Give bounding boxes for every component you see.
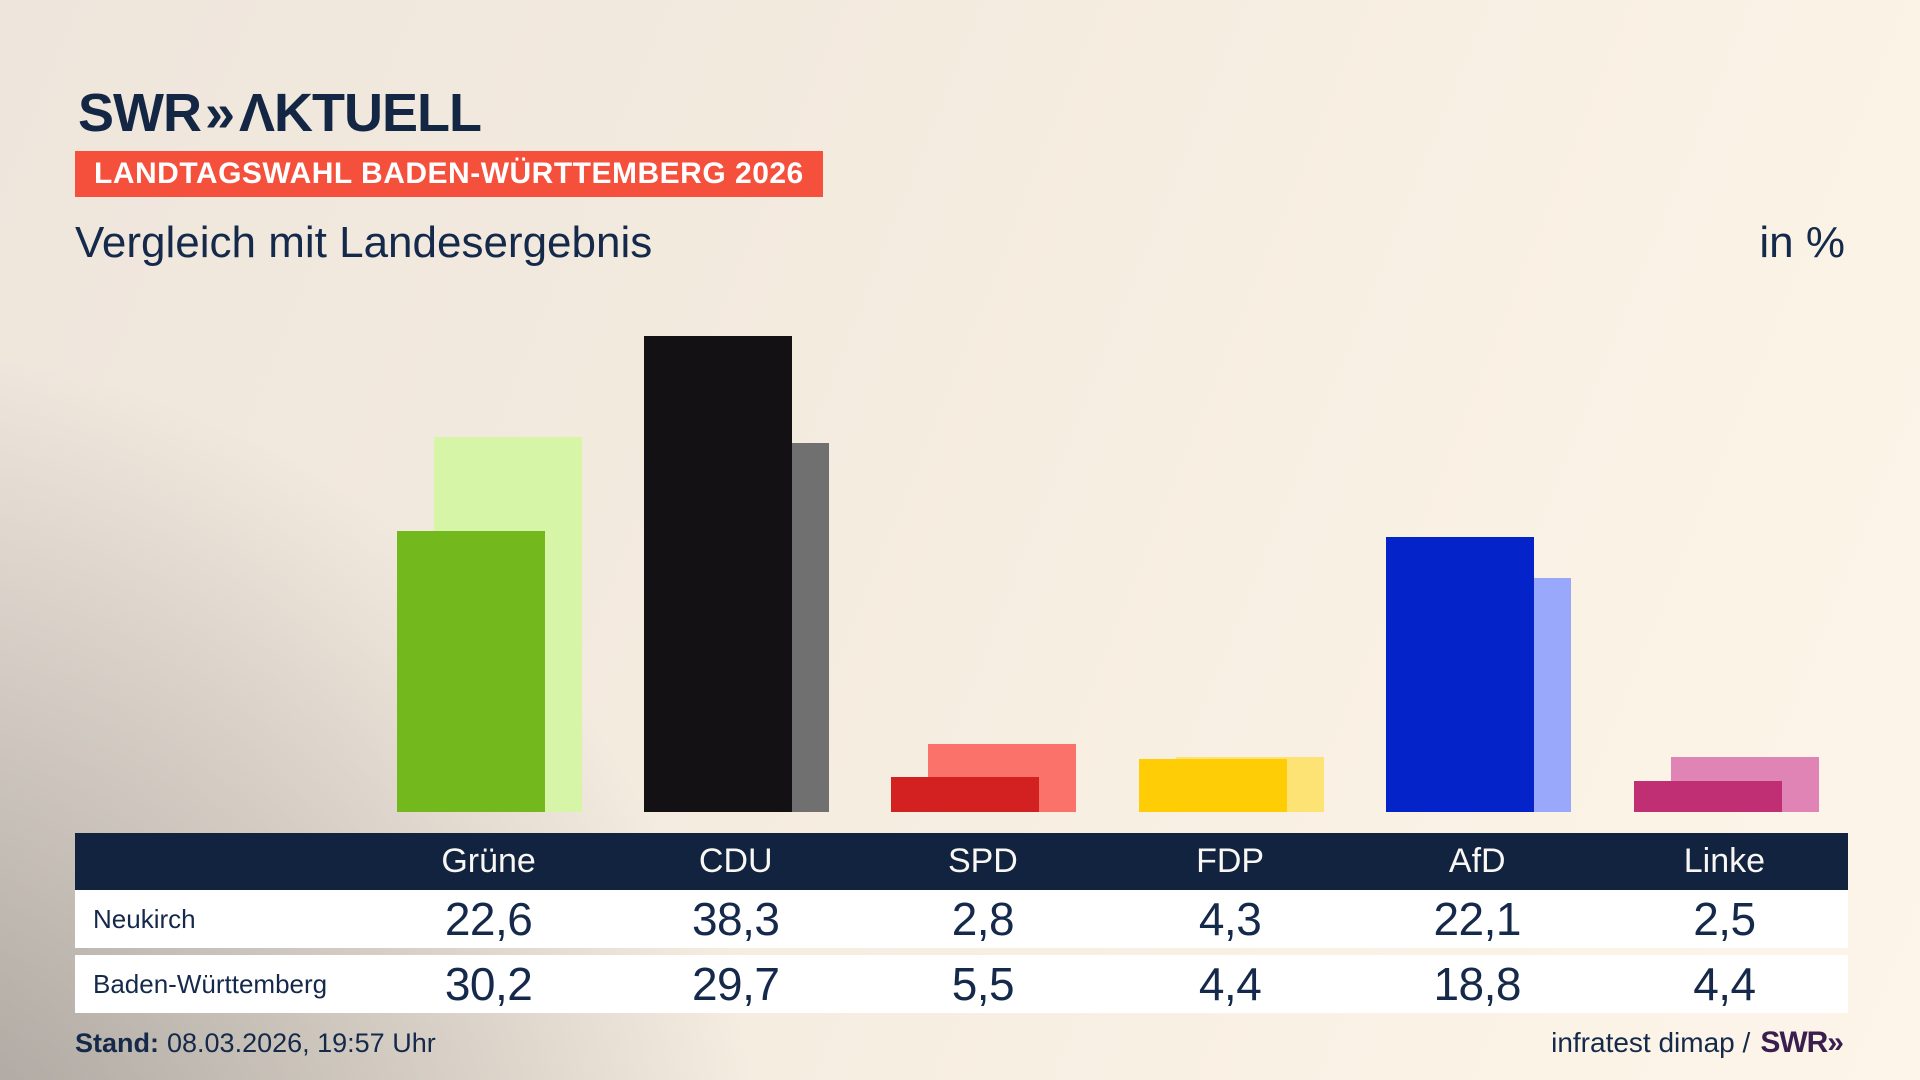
aktuell-logo-text: ΛKTUELL [239,83,482,143]
value-cell: 29,7 [691,958,780,1010]
unit-label: in % [1759,218,1845,267]
value-cell: 2,8 [951,893,1015,945]
row-label: Baden-Württemberg [93,968,328,999]
value-cell: 30,2 [444,958,533,1010]
column-header-cdu: CDU [698,842,773,880]
swr-aktuell-logo: SWR» ΛKTUELL [78,82,482,144]
value-cell: 22,6 [444,893,533,945]
table-header-row: Grüne CDU SPD FDP AfD Linke [75,833,1848,890]
bar-neukirch-cdu [644,336,792,812]
value-cell: 18,8 [1433,958,1521,1010]
chart-title: Vergleich mit Landesergebnis [75,218,653,267]
bar-neukirch-fdp [1138,759,1287,812]
column-header-gruene: Grüne [441,842,536,880]
election-badge: LANDTAGSWAHL BADEN-WÜRTTEMBERG 2026 [75,151,823,197]
column-header-fdp: FDP [1196,842,1265,880]
chevrons-icon: » [204,83,235,143]
value-cell: 22,1 [1433,893,1521,945]
column-header-linke: Linke [1683,842,1766,880]
bar-neukirch-linke [1633,781,1782,812]
stand-label: Stand: [75,1028,159,1058]
column-header-spd: SPD [947,842,1018,880]
timestamp: Stand: 08.03.2026, 19:57 Uhr [75,1028,436,1059]
value-cell: 4,4 [1693,958,1756,1010]
swr-footer-logo: SWR» [1760,1026,1844,1059]
value-cell: 4,3 [1198,893,1262,945]
value-cell: 38,3 [691,893,780,945]
stand-value: 08.03.2026, 19:57 Uhr [167,1028,436,1058]
title-row: Vergleich mit Landesergebnis in % [75,218,1845,268]
value-cell: 4,4 [1198,958,1262,1010]
bar-neukirch-spd [891,777,1040,812]
results-table: Grüne CDU SPD FDP AfD Linke Neukirch 22,6 38,3… [75,833,1848,1013]
row-label: Neukirch [93,903,196,934]
value-cell: 2,5 [1693,893,1756,945]
source-text: infratest dimap / [1551,1027,1751,1058]
value-cell: 5,5 [951,958,1015,1010]
bar-neukirch-afd [1386,537,1535,812]
table-row-neukirch: Neukirch 22,6 38,3 2,8 4,3 22,1 2,5 [75,890,1848,948]
source-credit: infratest dimap / SWR» [1551,1026,1844,1060]
table-row-baden-wuerttemberg: Baden-Württemberg 30,2 29,7 5,5 4,4 18,8 4,4 [75,955,1848,1013]
column-header-afd: AfD [1448,842,1506,880]
swr-logo-text: SWR [78,83,202,143]
bar-neukirch-gruene [396,531,545,812]
